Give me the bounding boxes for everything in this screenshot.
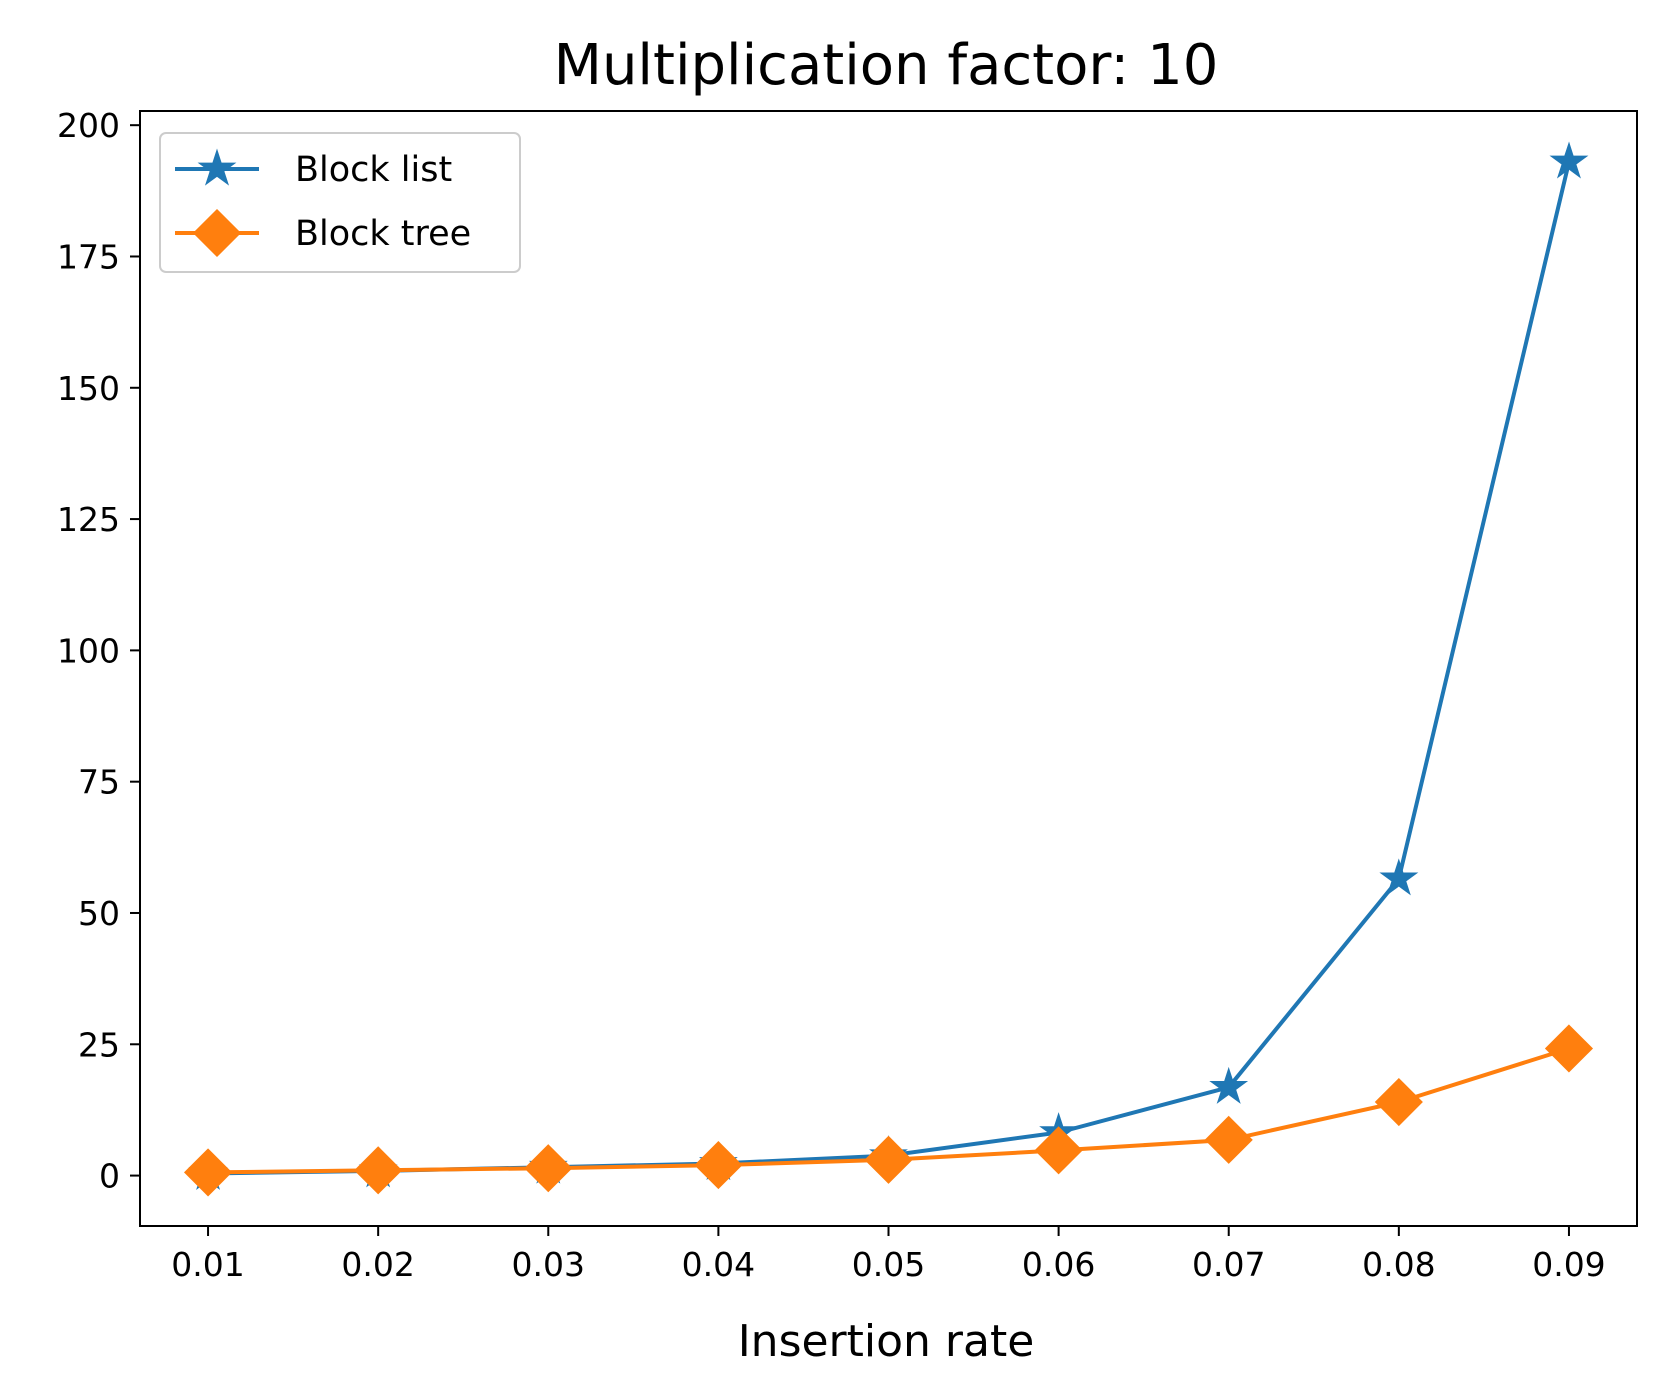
x-tick-label: 0.01 — [171, 1245, 244, 1284]
data-point-block-list — [1209, 1066, 1249, 1104]
x-tick-label: 0.09 — [1532, 1245, 1605, 1284]
y-tick-label: 0 — [99, 1157, 120, 1196]
x-tick-label: 0.06 — [1022, 1245, 1095, 1284]
x-axis-label: Insertion rate — [738, 1316, 1035, 1367]
x-tick-label: 0.05 — [852, 1245, 925, 1284]
x-tick-label: 0.08 — [1362, 1245, 1435, 1284]
x-axis: 0.01 0.02 0.03 0.04 0.05 0.06 0.07 0.08 0.09 — [171, 1226, 1606, 1284]
legend-label-block-list: Block list — [295, 150, 452, 190]
y-tick-label: 100 — [57, 631, 120, 670]
y-axis: 0 25 50 75 100 125 150 175 200 — [57, 106, 140, 1196]
legend: Block list Block tree — [159, 132, 521, 273]
x-tick-label: 0.04 — [682, 1245, 755, 1284]
x-tick-label: 0.03 — [512, 1245, 585, 1284]
series-layer — [183, 141, 1594, 1197]
y-tick-label: 200 — [57, 106, 120, 145]
y-tick-label: 50 — [78, 894, 120, 933]
legend-label-block-tree: Block tree — [295, 214, 471, 254]
data-point-block-list — [1379, 858, 1419, 896]
y-tick-label: 175 — [57, 237, 120, 276]
legend-diamond-marker — [192, 208, 242, 258]
y-tick-label: 75 — [78, 763, 120, 802]
data-point-block-tree — [1034, 1126, 1083, 1175]
data-point-block-tree — [694, 1141, 743, 1190]
x-tick-label: 0.07 — [1192, 1245, 1265, 1284]
data-point-block-tree — [1544, 1024, 1594, 1073]
y-tick-label: 150 — [57, 369, 120, 408]
data-point-block-tree — [1204, 1115, 1253, 1164]
legend-star-icon — [197, 148, 237, 186]
data-point-block-list — [1549, 141, 1589, 179]
y-tick-label: 25 — [78, 1025, 120, 1064]
y-tick-label: 125 — [57, 500, 120, 539]
legend-star-marker — [197, 148, 237, 186]
chart-title: Multiplication factor: 10 — [554, 33, 1219, 98]
data-point-block-tree — [524, 1144, 573, 1193]
data-point-block-tree — [864, 1135, 913, 1184]
data-point-block-tree — [1374, 1077, 1423, 1127]
data-point-block-tree — [354, 1146, 403, 1195]
legend-diamond-icon — [192, 208, 242, 258]
data-point-block-tree — [183, 1148, 233, 1197]
x-tick-label: 0.02 — [341, 1245, 414, 1284]
